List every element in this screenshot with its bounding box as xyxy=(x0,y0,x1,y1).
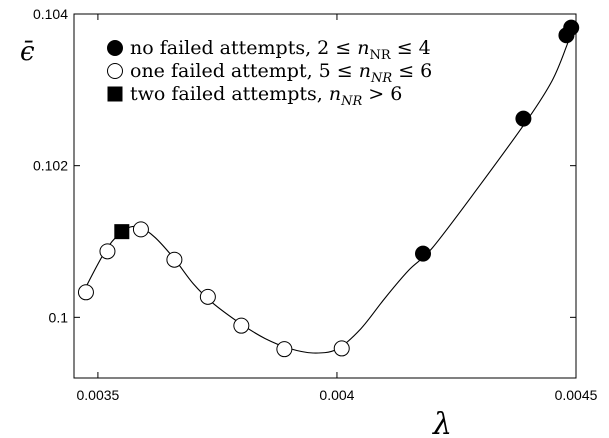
data-point xyxy=(515,110,532,127)
data-point xyxy=(166,251,183,268)
data-point xyxy=(333,340,350,357)
plot-frame xyxy=(73,13,577,379)
tick-labels: 0.0035 0.004 0.0045 0.1 0.102 0.104 xyxy=(33,6,598,403)
legend-marker xyxy=(107,86,123,102)
fit-curve xyxy=(83,32,572,354)
data-markers xyxy=(77,19,580,358)
data-point xyxy=(99,243,116,260)
data-point xyxy=(114,224,130,240)
data-point xyxy=(233,317,250,334)
data-point xyxy=(77,284,94,301)
y-axis-label: ϵ̄ xyxy=(20,37,35,67)
x-axis-label: λ xyxy=(432,407,452,438)
data-point xyxy=(276,341,293,358)
data-point xyxy=(415,245,432,262)
axis-ticks xyxy=(74,13,577,378)
data-point xyxy=(132,221,149,238)
data-point xyxy=(199,288,216,305)
legend-entry: two failed attempts, nNR > 6 xyxy=(130,83,402,109)
y-tick-label: 0.102 xyxy=(33,158,68,174)
data-point xyxy=(563,19,580,36)
x-tick-label: 0.0045 xyxy=(555,387,598,403)
y-tick-label: 0.1 xyxy=(49,309,69,325)
legend-entry: no failed attempts, 2 ≤ nNR ≤ 4 xyxy=(130,37,431,63)
y-tick-label: 0.104 xyxy=(33,6,68,22)
legend-marker xyxy=(107,63,123,79)
x-tick-label: 0.0035 xyxy=(76,387,119,403)
x-tick-label: 0.004 xyxy=(319,387,354,403)
legend-entry: one failed attempt, 5 ≤ nNR ≤ 6 xyxy=(130,60,432,86)
legend-marker xyxy=(107,40,123,56)
